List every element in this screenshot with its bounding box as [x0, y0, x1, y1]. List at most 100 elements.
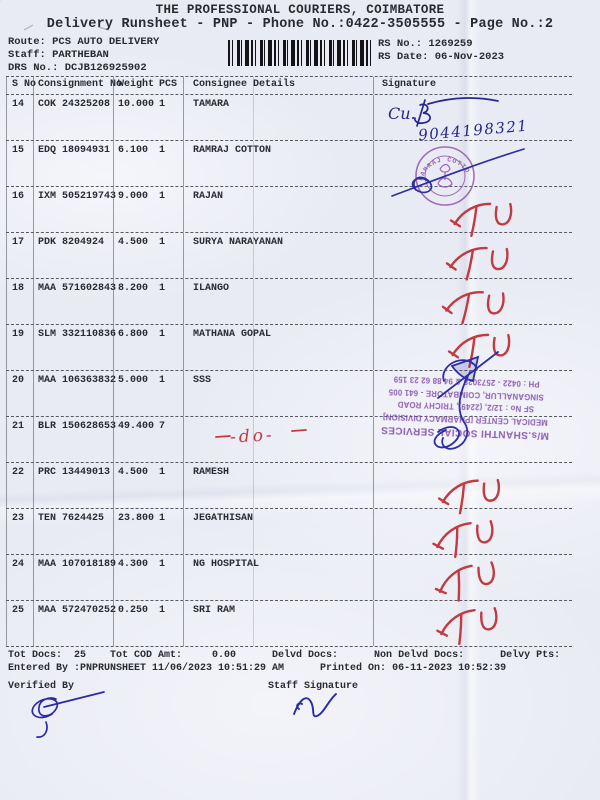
cell-consignment: MAA 572470252 — [33, 601, 116, 646]
rs-date-label: RS Date: — [378, 51, 429, 63]
cell-weight: 5.000 — [113, 371, 153, 416]
cell-weight: 23.800 — [113, 509, 154, 554]
cell-consignee: MATHANA GOPAL — [183, 325, 373, 370]
cell-consignment: BLR 150628653 — [33, 417, 116, 462]
staff-value: PARTHEBAN — [52, 49, 109, 61]
rs-no-value: 1269259 — [428, 38, 473, 50]
route-label: Route: — [8, 36, 46, 48]
cell-sno: 18 — [6, 279, 33, 324]
cell-signature — [373, 463, 572, 508]
cell-weight: 0.250 — [113, 601, 153, 646]
cell-sno: 24 — [6, 555, 33, 600]
table-row: 20 MAA 106363832 5.000 1 SSS — [6, 371, 572, 417]
table-row: 23 TEN 7624425 23.800 1 JEGATHISAN — [6, 509, 572, 555]
cell-consignment: TEN 7624425 — [33, 509, 113, 554]
cell-weight: 49.400 — [113, 417, 154, 462]
cell-sno: 22 — [6, 463, 33, 508]
staff-label: Staff: — [8, 49, 46, 61]
cell-signature — [373, 95, 572, 140]
table-header-row: S No Consignment No Weight PCS Consignee… — [6, 76, 572, 95]
runsheet-barcode — [228, 40, 373, 66]
cell-consignment: COK 24325208 — [33, 95, 113, 140]
table-row: 15 EDQ 18094931 6.100 1 RAMRAJ COTTON — [6, 141, 572, 187]
totals-line: Tot Docs: 25 Tot COD Amt: 0.00 Delvd Doc… — [8, 650, 561, 661]
cell-pcs: 1 — [159, 283, 166, 294]
table-row: 22 PRC 13449013 4.500 1 RAMESH — [6, 463, 572, 509]
runsheet-table: S No Consignment No Weight PCS Consignee… — [6, 76, 572, 647]
rs-date-field: RS Date: 06-Nov-2023 — [378, 51, 504, 63]
col-header-signature: Signature — [373, 77, 572, 94]
cell-pcs: 7 — [159, 421, 166, 432]
cell-sno: 19 — [6, 325, 33, 370]
cell-signature — [373, 417, 572, 462]
cell-consignee — [183, 417, 373, 462]
cell-consignment: MAA 571602843 — [33, 279, 116, 324]
cell-sno: 14 — [6, 95, 33, 140]
cell-signature — [373, 371, 572, 416]
cell-sno: 23 — [6, 509, 33, 554]
cell-pcs: 1 — [159, 605, 166, 616]
cell-consignee: RAMRAJ COTTON — [183, 141, 373, 186]
cell-consignee: RAMESH — [183, 463, 373, 508]
col-header-pcs: PCS — [159, 79, 178, 90]
cell-consignment: SLM 332110836 — [33, 325, 116, 370]
cell-weight: 4.500 — [113, 463, 153, 508]
cell-sno: 16 — [6, 187, 33, 232]
cell-consignment: IXM 505219743 — [33, 187, 116, 232]
cell-weight: 4.500 — [113, 233, 153, 278]
staff-signature-label: Staff Signature — [268, 681, 359, 692]
drs-field: DRS No.: DCJB126925902 — [8, 62, 147, 74]
cell-signature — [373, 555, 572, 600]
table-row: 18 MAA 571602843 8.200 1 ILANGO — [6, 279, 572, 325]
rs-no-field: RS No.: 1269259 — [378, 38, 473, 50]
cell-sno: 17 — [6, 233, 33, 278]
cell-consignment: EDQ 18094931 — [33, 141, 113, 186]
table-row: 21 BLR 150628653 49.400 7 — [6, 417, 572, 463]
cell-consignee: ILANGO — [183, 279, 373, 324]
runsheet-subtitle: Delivery Runsheet - PNP - Phone No.:0422… — [46, 17, 554, 32]
staff-signature — [293, 693, 337, 718]
cell-weight: 6.100 — [113, 141, 153, 186]
cell-consignment: MAA 107018189 — [33, 555, 116, 600]
cell-pcs: 1 — [159, 467, 166, 478]
cell-pcs: 1 — [159, 375, 166, 386]
ramraj-cotton-round-stamp: RAMRAJ COTTON — [410, 143, 475, 206]
cell-consignment: PDK 8204924 — [33, 233, 113, 278]
cell-pcs: 1 — [159, 329, 166, 340]
col-header-weight: Weight — [113, 77, 154, 94]
cell-pcs: 1 — [159, 513, 166, 524]
route-field: Route: PCS AUTO DELIVERY — [8, 36, 159, 48]
cell-signature — [373, 279, 572, 324]
cell-sno: 15 — [6, 141, 33, 186]
col-header-consignment: Consignment No — [33, 77, 122, 94]
cell-consignee: SURYA NARAYANAN — [183, 233, 373, 278]
table-row: 19 SLM 332110836 6.800 1 MATHANA GOPAL — [6, 325, 572, 371]
cell-weight: 10.000 — [113, 95, 154, 140]
entered-printed-line: Entered By :PNPRUNSHEET 11/06/2023 10:51… — [8, 663, 507, 674]
cell-signature — [373, 325, 572, 370]
cell-signature — [373, 509, 572, 554]
route-value: PCS AUTO DELIVERY — [52, 36, 160, 48]
cell-weight: 4.300 — [113, 555, 153, 600]
cell-consignee: JEGATHISAN — [183, 509, 373, 554]
cell-weight: 8.200 — [113, 279, 153, 324]
staff-field: Staff: PARTHEBAN — [8, 49, 109, 61]
cell-consignee: SSS — [183, 371, 373, 416]
cell-sno: 21 — [6, 417, 33, 462]
table-row: 14 COK 24325208 10.000 1 TAMARA — [6, 95, 572, 141]
cell-consignee: TAMARA — [183, 95, 373, 140]
delivery-red-mark — [442, 236, 516, 287]
cell-consignee: RAJAN — [183, 187, 373, 232]
rs-no-label: RS No.: — [378, 38, 423, 50]
cell-pcs: 1 — [159, 559, 166, 570]
cell-consignee: SRI RAM — [183, 601, 373, 646]
verified-by-signature — [31, 691, 105, 738]
table-row: 17 PDK 8204924 4.500 1 SURYA NARAYANAN — [6, 233, 572, 279]
cell-sno: 20 — [6, 371, 33, 416]
company-title: THE PROFESSIONAL COURIERS, COIMBATORE — [155, 3, 445, 17]
cell-weight: 6.800 — [113, 325, 153, 370]
rs-date-value: 06-Nov-2023 — [434, 51, 505, 63]
col-header-consignee: Consignee Details — [183, 77, 373, 94]
drs-label: DRS No.: — [8, 62, 59, 74]
